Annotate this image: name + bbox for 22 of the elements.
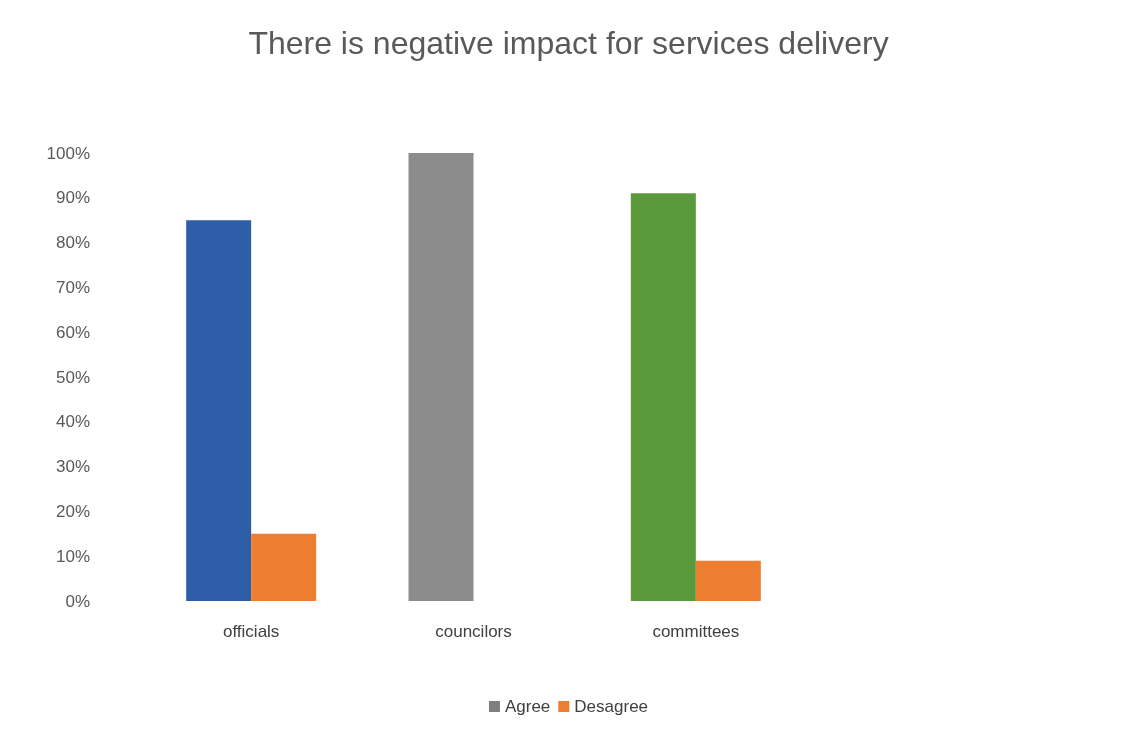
y-tick-label: 30% <box>55 457 90 477</box>
y-tick-label: 90% <box>55 188 90 208</box>
x-tick-label: councilors <box>435 622 512 641</box>
bar <box>251 533 317 601</box>
y-tick-label: 80% <box>55 233 90 253</box>
bar <box>408 153 474 601</box>
x-tick-label: officials <box>222 622 280 641</box>
legend-label: Desagree <box>574 697 649 716</box>
bar <box>630 193 696 601</box>
y-tick-label: 10% <box>55 546 90 566</box>
legend-label: Agree <box>504 697 551 716</box>
y-tick-label: 20% <box>55 501 90 521</box>
bar <box>186 220 252 601</box>
x-tick-label: committees <box>652 622 740 641</box>
chart-title: There is negative impact for services delivery <box>248 25 889 61</box>
bar <box>695 560 761 601</box>
y-tick-label: 70% <box>55 277 90 297</box>
y-tick-label: 0% <box>65 591 90 611</box>
y-tick-label: 60% <box>55 322 90 342</box>
y-tick-label: 100% <box>46 143 90 163</box>
y-tick-label: 40% <box>55 412 90 432</box>
y-tick-label: 50% <box>55 367 90 387</box>
